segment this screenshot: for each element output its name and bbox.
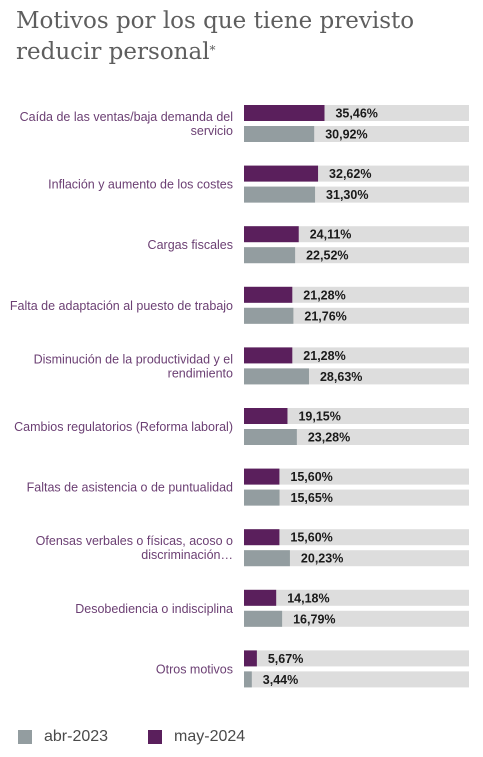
bar-track [244, 468, 469, 485]
value-label-abr-2023-3: 21,76% [304, 309, 346, 323]
bar-abr-2023-4 [244, 368, 309, 385]
legend-swatch-may-2024 [148, 730, 163, 744]
bar-track [244, 408, 469, 424]
value-label-may-2024-7: 15,60% [290, 531, 332, 545]
value-label-may-2024-9: 5,67% [268, 652, 303, 666]
bar-track [244, 650, 469, 667]
bar-may-2024-1 [244, 165, 319, 182]
bar-track [244, 247, 469, 264]
bar-abr-2023-8 [244, 610, 283, 627]
bar-may-2024-8 [244, 589, 277, 606]
bar-may-2024-7 [244, 529, 280, 546]
category-label-9: Otros motivos [156, 662, 233, 676]
value-label-may-2024-3: 21,28% [303, 288, 345, 302]
bar-abr-2023-2 [244, 247, 296, 264]
category-label-4-line-0: Disminución de la productividad y el [34, 352, 233, 366]
bar-track [244, 489, 469, 506]
bar-abr-2023-5 [244, 429, 297, 445]
legend-label-may-2024: may-2024 [174, 728, 246, 745]
bar-may-2024-6 [244, 468, 280, 485]
value-label-may-2024-0: 35,46% [335, 107, 377, 121]
bar-track [244, 226, 469, 243]
bar-chart: 35,46% 30,92% Caída de las ventas/baja dem… [10, 105, 469, 688]
chart-title-text: Motivos por los que tiene previsto reduc… [16, 8, 415, 65]
bar-track [244, 610, 469, 627]
category-label-7-line-1: discriminación… [141, 548, 233, 562]
value-label-abr-2023-6: 15,65% [291, 491, 333, 505]
legend-item-abr-2023: abr-2023 [18, 728, 108, 746]
category-label-0-line-0: Caída de las ventas/baja demanda del [20, 110, 233, 124]
bar-abr-2023-0 [244, 126, 315, 142]
bar-may-2024-2 [244, 226, 299, 243]
bar-track [244, 429, 469, 445]
bar-abr-2023-6 [244, 489, 280, 506]
bar-track [244, 307, 469, 324]
category-label-2: Cargas fiscales [148, 238, 233, 252]
legend-item-may-2024: may-2024 [148, 728, 245, 746]
value-label-abr-2023-8: 16,79% [293, 612, 335, 626]
legend-label-abr-2023: abr-2023 [44, 728, 109, 745]
bar-may-2024-5 [244, 408, 288, 424]
value-label-abr-2023-4: 28,63% [320, 370, 362, 384]
bar-may-2024-4 [244, 347, 293, 364]
category-label-4-line-1: rendimiento [168, 366, 233, 380]
value-label-may-2024-4: 21,28% [303, 349, 345, 363]
category-label-7-line-0: Ofensas verbales o físicas, acoso o [36, 534, 233, 548]
value-label-abr-2023-7: 20,23% [301, 552, 343, 566]
legend-swatch-abr-2023 [18, 730, 32, 744]
value-label-may-2024-2: 24,11% [310, 228, 352, 242]
category-label-0-line-1: servicio [191, 124, 233, 138]
bar-track [244, 550, 469, 567]
category-label-1: Inflación y aumento de los costes [48, 178, 233, 192]
value-label-abr-2023-2: 22,52% [306, 249, 348, 263]
legend: abr-2023 may-2024 [18, 728, 285, 746]
bar-may-2024-9 [244, 650, 257, 667]
bar-track [244, 529, 469, 546]
title-footnote-mark: * [209, 43, 216, 57]
category-label-8: Desobediencia o indisciplina [75, 602, 233, 616]
bar-abr-2023-7 [244, 550, 290, 567]
bar-track [244, 286, 469, 303]
value-label-may-2024-6: 15,60% [290, 470, 332, 484]
bar-track [244, 671, 469, 688]
value-label-abr-2023-5: 23,28% [308, 431, 350, 445]
value-label-may-2024-1: 32,62% [329, 167, 371, 181]
category-label-3: Falta de adaptación al puesto de trabajo [10, 299, 233, 313]
bar-may-2024-0 [244, 105, 325, 121]
value-label-may-2024-8: 14,18% [287, 591, 329, 605]
bar-track [244, 589, 469, 606]
bar-track [244, 347, 469, 364]
bar-abr-2023-1 [244, 186, 316, 203]
value-label-abr-2023-1: 31,30% [326, 188, 368, 202]
value-label-abr-2023-9: 3,44% [263, 673, 298, 687]
chart-title: Motivos por los que tiene previsto reduc… [16, 6, 476, 68]
bar-may-2024-3 [244, 286, 293, 303]
bar-abr-2023-9 [244, 671, 252, 688]
value-label-may-2024-5: 19,15% [298, 410, 340, 424]
bar-abr-2023-3 [244, 307, 294, 324]
category-label-5: Cambios regulatorios (Reforma laboral) [14, 420, 233, 434]
category-label-6: Faltas de asistencia o de puntualidad [27, 481, 233, 495]
value-label-abr-2023-0: 30,92% [325, 128, 367, 142]
